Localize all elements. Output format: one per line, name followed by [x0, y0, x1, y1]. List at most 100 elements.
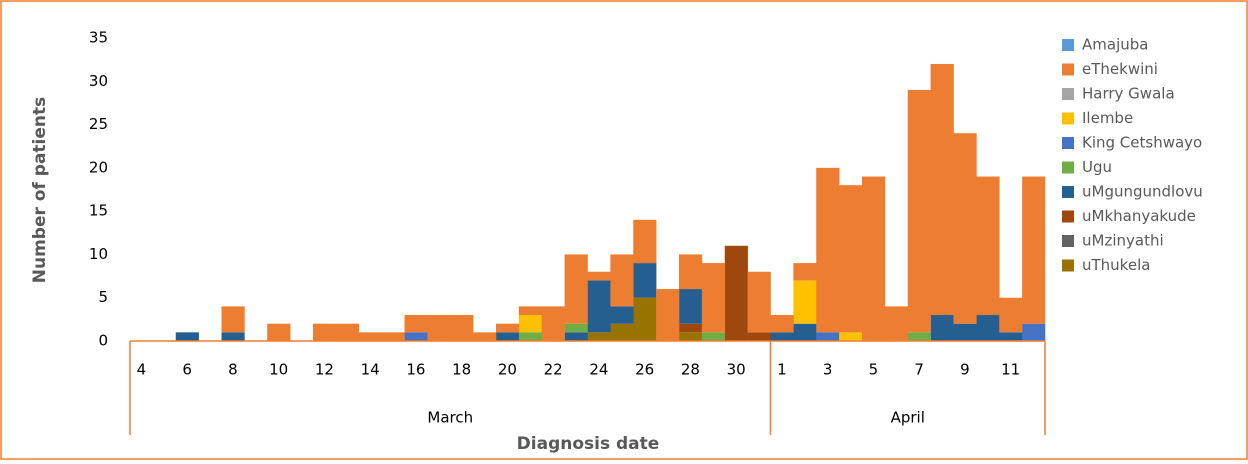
bar-segment: [656, 289, 680, 341]
bar-segment: [541, 306, 565, 341]
bar-segment: [747, 332, 771, 341]
y-tick-label: 25: [89, 115, 108, 133]
x-tick-label: 18: [452, 361, 471, 379]
x-tick-label: 30: [727, 361, 746, 379]
bar-segment: [221, 306, 245, 333]
bar-segment: [976, 315, 1000, 341]
bar-segment: [976, 176, 1000, 316]
x-tick-label: 9: [960, 361, 970, 379]
group-label: April: [891, 409, 925, 427]
bar-segment: [884, 306, 909, 341]
bar-segment: [633, 219, 657, 264]
x-tick-label: 1: [777, 361, 787, 379]
legend-label: eThekwini: [1082, 60, 1158, 78]
legend-swatch: [1062, 235, 1074, 247]
x-tick-label: 8: [228, 361, 238, 379]
bar-segment: [496, 323, 520, 333]
legend-label: Amajuba: [1082, 36, 1148, 54]
x-tick-label: 14: [361, 361, 380, 379]
bar-segment: [747, 271, 771, 333]
bar-segment: [679, 289, 703, 324]
bar-segment: [930, 315, 954, 341]
bar-segment: [564, 332, 588, 341]
y-tick-label: 15: [89, 202, 108, 220]
y-tick-label: 30: [89, 72, 108, 90]
legend-swatch: [1062, 259, 1074, 272]
x-tick-label: 3: [823, 361, 833, 379]
bar-segment: [701, 263, 726, 333]
legend-swatch: [1062, 161, 1074, 174]
x-tick-label: 5: [869, 361, 879, 379]
bar-segment: [953, 323, 977, 341]
bar-segment: [587, 332, 611, 341]
bar-segment: [999, 297, 1023, 333]
bar-segment: [907, 332, 931, 341]
bar-segment: [450, 315, 474, 341]
bar-segment: [633, 297, 657, 341]
legend-label: uMgungundlovu: [1082, 183, 1203, 201]
bar-segment: [930, 63, 954, 316]
bar-segment: [358, 332, 382, 341]
bar-segment: [816, 167, 840, 333]
x-tick-label: 12: [315, 361, 334, 379]
legend-swatch: [1062, 63, 1074, 76]
bar-segment: [335, 323, 360, 341]
x-tick-label: 24: [589, 361, 608, 379]
x-tick-label: 20: [498, 361, 517, 379]
x-tick-label: 26: [635, 361, 654, 379]
bar-segment: [404, 332, 428, 341]
bar-segment: [701, 332, 726, 341]
bar-segment: [175, 332, 199, 341]
x-tick-label: 7: [914, 361, 924, 379]
bar-segment: [518, 332, 543, 341]
legend-label: King Cetshwayo: [1082, 134, 1202, 152]
y-tick-label: 0: [98, 332, 108, 350]
bar-segment: [953, 133, 977, 324]
bar-segment: [999, 332, 1023, 341]
legend-label: Harry Gwala: [1082, 85, 1175, 103]
legend-label: uThukela: [1082, 256, 1150, 274]
x-tick-label: 6: [182, 361, 192, 379]
x-axis-label: Diagnosis date: [517, 434, 660, 454]
bar-segment: [496, 332, 520, 341]
x-tick-label: 28: [681, 361, 700, 379]
bar-segment: [679, 332, 703, 341]
x-tick-label: 4: [137, 361, 147, 379]
bar-segment: [587, 280, 611, 333]
bar-segment: [862, 176, 886, 341]
y-axis-label: Number of patients: [30, 97, 50, 284]
bar-segment: [564, 323, 588, 333]
bar-segment: [793, 263, 817, 281]
bar-segment: [839, 185, 863, 333]
legend-label: uMkhanyakude: [1082, 207, 1196, 225]
legend-label: uMzinyathi: [1082, 232, 1164, 250]
bar-segment: [473, 332, 497, 341]
bar-segment: [816, 332, 840, 341]
bar-segment: [633, 263, 657, 298]
x-tick-label: 10: [269, 361, 288, 379]
bar-segment: [381, 332, 405, 341]
legend-swatch: [1062, 88, 1074, 100]
bar-segment: [1022, 176, 1046, 324]
bar-segment: [770, 315, 794, 333]
y-tick-label: 20: [89, 158, 108, 176]
bar-segment: [267, 323, 291, 341]
bar-segment: [427, 315, 451, 341]
legend-label: Ugu: [1082, 158, 1112, 176]
bar-segment: [610, 323, 634, 341]
legend-swatch: [1062, 137, 1074, 149]
bar-segment: [724, 245, 748, 341]
x-tick-label: 11: [1001, 361, 1020, 379]
bar-segment: [564, 254, 588, 324]
bar-segment: [1022, 323, 1046, 341]
y-tick-label: 5: [98, 288, 108, 306]
legend-label: Ilembe: [1082, 109, 1133, 127]
bar-segment: [679, 323, 703, 333]
bar-segment: [839, 332, 863, 341]
bar-segment: [610, 306, 634, 324]
legend-swatch: [1062, 186, 1074, 198]
bar-segment: [518, 306, 543, 316]
bar-segment: [221, 332, 245, 341]
